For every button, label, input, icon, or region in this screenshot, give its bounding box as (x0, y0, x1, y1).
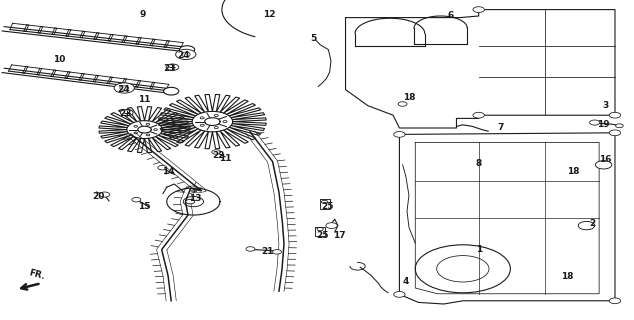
Circle shape (120, 109, 133, 116)
Text: 23: 23 (164, 64, 176, 73)
Circle shape (176, 49, 196, 60)
Circle shape (273, 250, 281, 254)
Text: 22: 22 (212, 151, 225, 160)
Circle shape (166, 64, 179, 70)
Text: 25: 25 (316, 231, 328, 240)
Text: 24: 24 (178, 52, 190, 60)
Text: 17: 17 (333, 231, 346, 240)
Circle shape (578, 221, 595, 230)
Text: 25: 25 (321, 202, 334, 211)
Text: 7: 7 (498, 124, 504, 132)
Text: 9: 9 (139, 10, 146, 19)
Circle shape (616, 124, 623, 128)
Text: 13: 13 (189, 194, 202, 203)
Circle shape (398, 102, 407, 106)
Circle shape (246, 247, 255, 251)
Circle shape (394, 292, 405, 297)
Circle shape (590, 120, 600, 125)
Text: FR.: FR. (28, 268, 46, 282)
Circle shape (114, 83, 134, 93)
Text: 16: 16 (599, 156, 612, 164)
Circle shape (609, 130, 621, 136)
Circle shape (394, 132, 405, 137)
Circle shape (158, 165, 167, 170)
Text: 14: 14 (162, 167, 174, 176)
Text: 4: 4 (403, 277, 409, 286)
Text: 15: 15 (138, 202, 151, 211)
Text: 2: 2 (590, 220, 596, 228)
Circle shape (609, 112, 621, 118)
Text: 19: 19 (597, 120, 610, 129)
Text: 11: 11 (219, 154, 231, 163)
Circle shape (100, 192, 110, 197)
Circle shape (164, 87, 179, 95)
Text: 18: 18 (567, 167, 580, 176)
Text: 6: 6 (447, 12, 453, 20)
Circle shape (186, 199, 195, 204)
Circle shape (473, 7, 484, 12)
Text: 8: 8 (476, 159, 482, 168)
Text: 11: 11 (138, 95, 151, 104)
Text: 20: 20 (92, 192, 105, 201)
Text: 23: 23 (119, 109, 132, 118)
Circle shape (212, 150, 221, 154)
Circle shape (473, 112, 484, 118)
Text: 18: 18 (403, 93, 415, 102)
Text: 12: 12 (263, 10, 276, 19)
Text: 10: 10 (53, 55, 65, 64)
Text: 21: 21 (261, 247, 274, 256)
Circle shape (595, 161, 612, 169)
Text: 5: 5 (311, 34, 317, 43)
Circle shape (132, 197, 141, 202)
Text: 1: 1 (476, 245, 482, 254)
Circle shape (179, 46, 195, 53)
Text: 3: 3 (602, 101, 609, 110)
Text: 18: 18 (561, 272, 574, 281)
Circle shape (326, 223, 337, 228)
Text: 24: 24 (117, 85, 130, 94)
Circle shape (609, 298, 621, 304)
